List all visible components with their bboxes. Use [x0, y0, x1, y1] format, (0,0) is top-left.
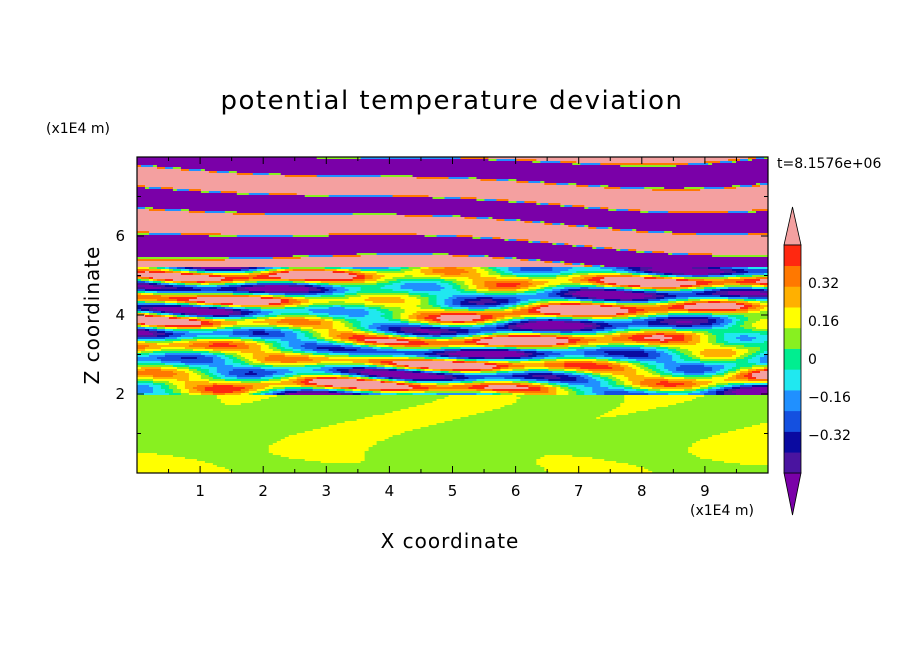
colorbar-extend-bottom — [784, 473, 801, 515]
x-tick-label: 7 — [574, 482, 584, 500]
colorbar-tick-label: 0.16 — [808, 314, 839, 330]
colorbar-swatch — [784, 390, 801, 411]
colorbar-swatch — [784, 286, 801, 307]
colorbar-tick-label: −0.16 — [808, 390, 851, 406]
colorbar-swatch — [784, 411, 801, 432]
colorbar-swatch — [784, 452, 801, 473]
y-tick-label: 4 — [115, 306, 125, 324]
colorbar-swatch — [784, 432, 801, 453]
colorbar-tick-label: 0 — [808, 352, 817, 368]
colorbar-extend-top — [784, 207, 801, 245]
x-tick-label: 9 — [700, 482, 710, 500]
colorbar-swatch — [784, 266, 801, 287]
colorbar-swatch — [784, 349, 801, 370]
colorbar-swatch — [784, 369, 801, 390]
x-tick-label: 6 — [511, 482, 521, 500]
colorbar-swatch — [784, 307, 801, 328]
y-tick-label: 2 — [115, 385, 125, 403]
x-tick-label: 4 — [385, 482, 395, 500]
colorbar-swatch — [784, 328, 801, 349]
colorbar: 0.32 0.16 0 −0.16 −0.32 — [784, 207, 851, 515]
y-tick-label: 6 — [115, 227, 125, 245]
x-tick-label: 3 — [322, 482, 332, 500]
contour-field — [137, 157, 769, 474]
x-tick-label: 5 — [448, 482, 458, 500]
x-tick-label: 2 — [258, 482, 268, 500]
colorbar-swatch — [784, 245, 801, 266]
colorbar-tick-label: −0.32 — [808, 428, 851, 444]
colorbar-tick-label: 0.32 — [808, 276, 839, 292]
x-tick-label: 8 — [637, 482, 647, 500]
x-tick-label: 1 — [195, 482, 205, 500]
